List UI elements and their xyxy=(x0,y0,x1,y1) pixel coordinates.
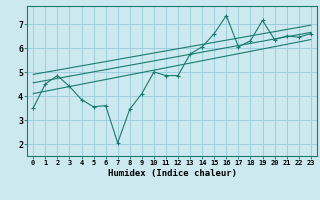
X-axis label: Humidex (Indice chaleur): Humidex (Indice chaleur) xyxy=(108,169,236,178)
